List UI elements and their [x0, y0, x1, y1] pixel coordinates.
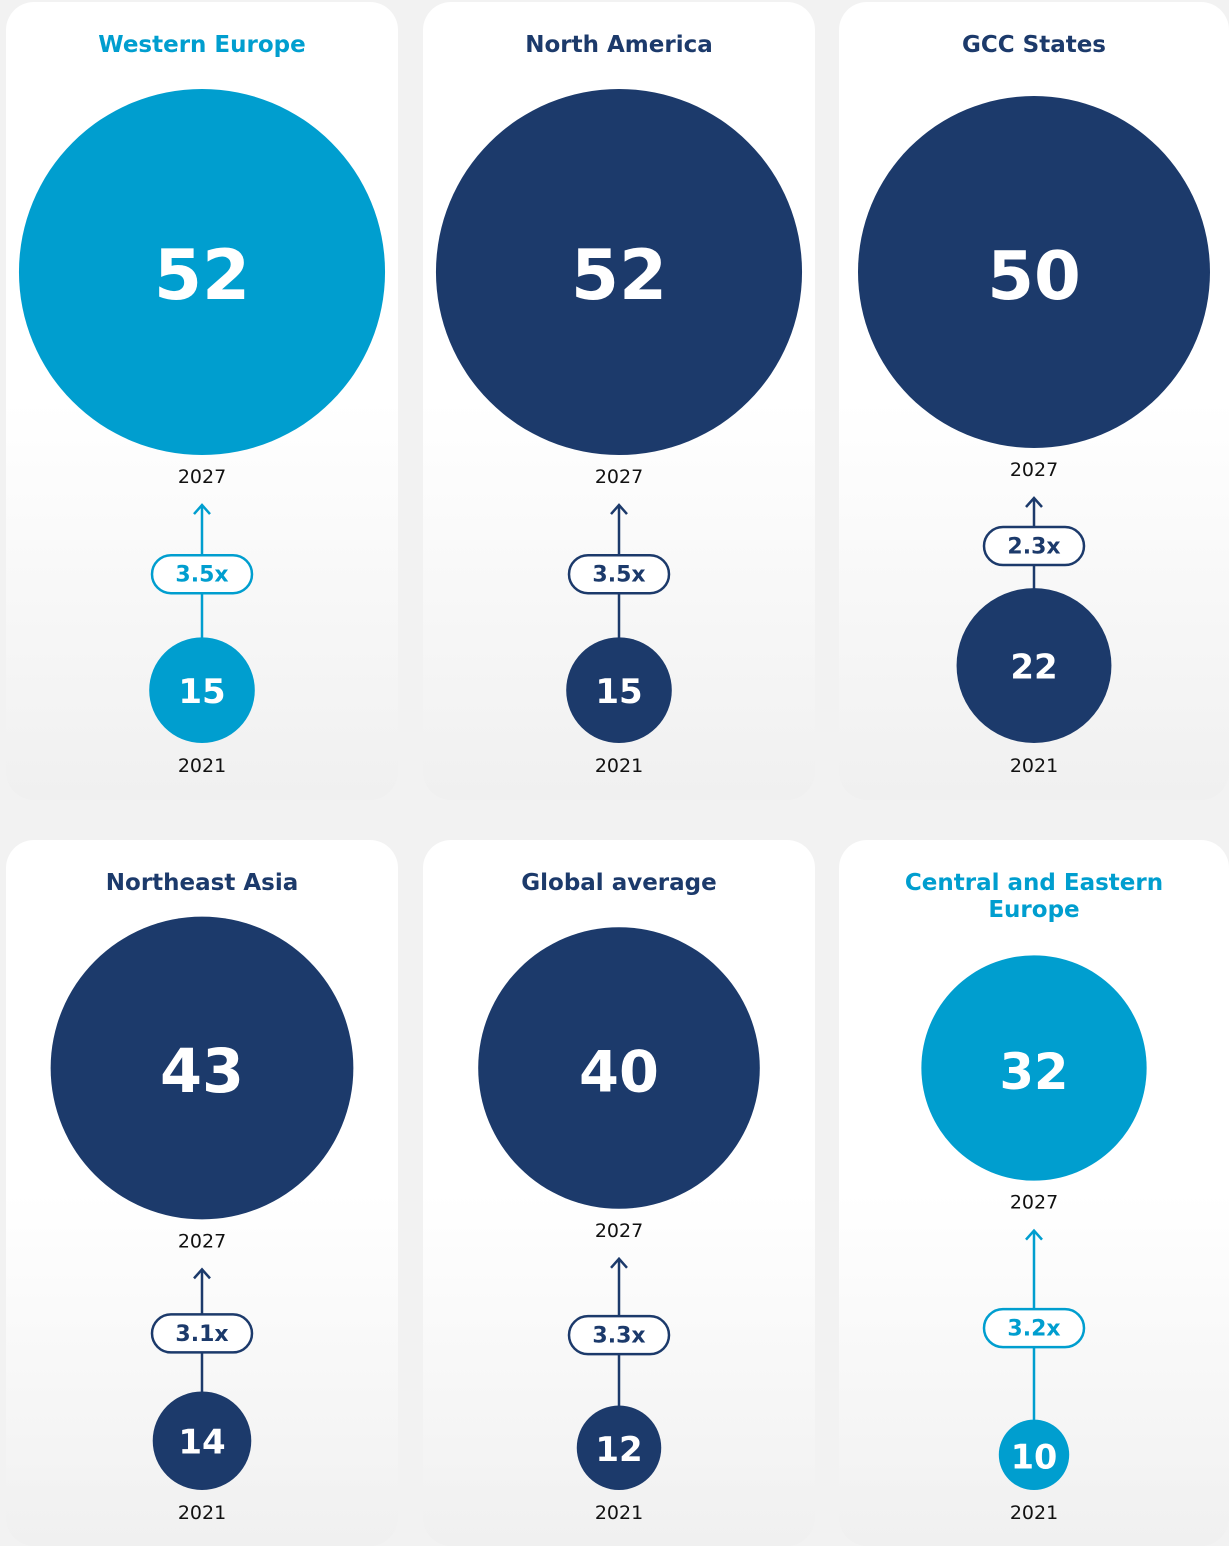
value-2021: 15 — [178, 672, 225, 712]
card-title-box: Northeast Asia — [105, 870, 299, 896]
arrow-head — [193, 503, 211, 515]
multiplier-pill — [567, 553, 671, 595]
multiplier-pill — [150, 553, 254, 595]
value-2027: 52 — [154, 236, 250, 316]
year-2027: 2027 — [595, 1220, 643, 1242]
circle-2021 — [566, 637, 672, 743]
circle-2027 — [50, 916, 354, 1220]
value-2027: 40 — [579, 1039, 659, 1106]
year-2021: 2021 — [1010, 1502, 1058, 1524]
value-2027: 32 — [1000, 1043, 1069, 1101]
value-2021: 12 — [595, 1430, 642, 1470]
multiplier-pill — [982, 525, 1086, 567]
card-title: North America — [525, 32, 713, 58]
card-title-box: Global average — [521, 870, 717, 896]
card-title: GCC States — [961, 32, 1106, 58]
circle-2027 — [858, 96, 1210, 448]
value-2021: 22 — [1010, 648, 1057, 688]
year-2021: 2021 — [178, 1502, 226, 1524]
arrow-head — [193, 1267, 211, 1280]
card-title-box: GCC States — [961, 32, 1106, 58]
card-title-box: North America — [525, 32, 713, 58]
year-2021: 2021 — [595, 755, 643, 777]
arrow-head — [610, 503, 628, 515]
multiplier: 3.5x — [175, 563, 228, 588]
year-2027: 2027 — [178, 466, 226, 488]
value-2021: 14 — [178, 1423, 225, 1463]
value-2027: 52 — [571, 236, 667, 316]
multiplier-pill — [982, 1307, 1086, 1349]
value-2021: 15 — [595, 672, 642, 712]
circle-2021 — [998, 1419, 1070, 1491]
card-title: Global average — [521, 870, 717, 896]
card-title: Central and Eastern Europe — [904, 870, 1164, 923]
multiplier: 2.3x — [1007, 535, 1060, 560]
circle-2027 — [478, 927, 760, 1209]
multiplier-pill — [150, 1313, 254, 1354]
circle-2021 — [152, 1391, 252, 1490]
year-2021: 2021 — [178, 755, 226, 777]
value-2021: 10 — [1011, 1437, 1058, 1476]
arrow-head — [1025, 1228, 1043, 1241]
card-title: Western Europe — [98, 32, 306, 58]
value-2027: 43 — [160, 1037, 244, 1107]
multiplier: 3.2x — [1007, 1317, 1060, 1342]
multiplier: 3.1x — [175, 1322, 228, 1347]
value-2027: 50 — [987, 237, 1081, 315]
card-title-box: Western Europe — [98, 32, 306, 58]
circle-2027 — [18, 88, 386, 456]
circle-2027 — [435, 88, 803, 456]
card-title-box: Central and Eastern Europe — [904, 870, 1164, 923]
multiplier: 3.5x — [592, 563, 645, 588]
circle-2021 — [576, 1405, 662, 1490]
multiplier-pill — [567, 1314, 671, 1356]
arrow-head — [610, 1256, 628, 1269]
year-2027: 2027 — [178, 1230, 226, 1252]
year-2027: 2027 — [595, 466, 643, 488]
circle-2021 — [956, 588, 1112, 743]
card-title: Northeast Asia — [105, 870, 299, 896]
multiplier: 3.3x — [592, 1324, 645, 1349]
year-2021: 2021 — [1010, 755, 1058, 777]
arrow-head — [1025, 496, 1043, 508]
year-2021: 2021 — [595, 1502, 643, 1524]
year-2027: 2027 — [1010, 459, 1058, 481]
circle-2021 — [149, 637, 255, 743]
circle-2027 — [921, 955, 1147, 1181]
year-2027: 2027 — [1010, 1192, 1058, 1214]
